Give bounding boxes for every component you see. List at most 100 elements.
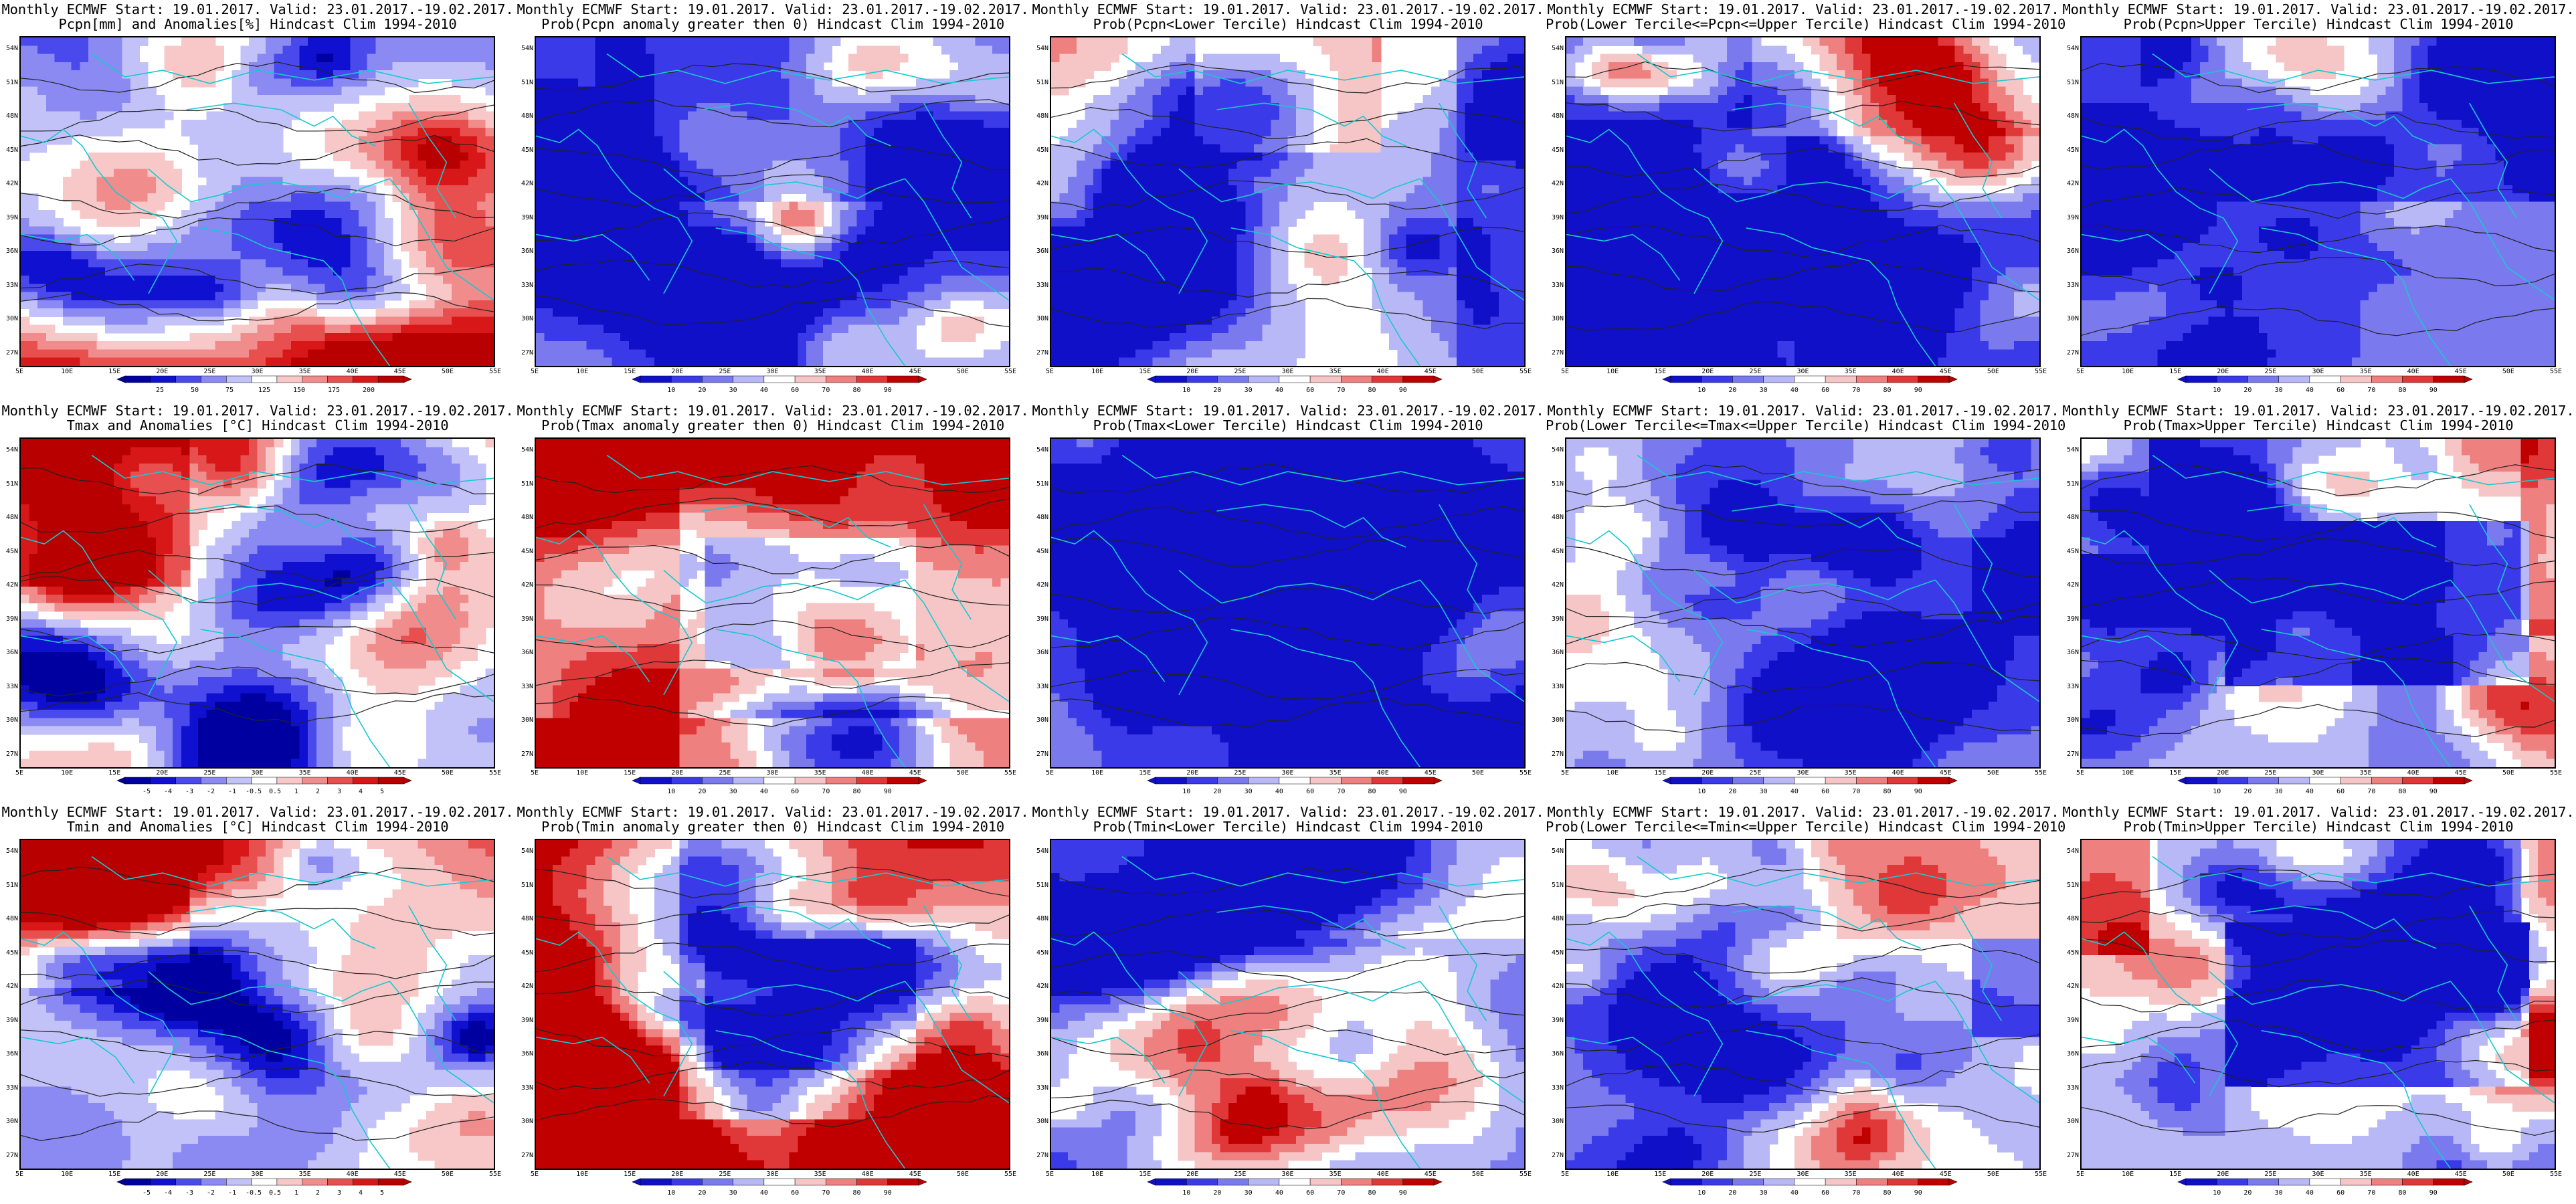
lon-tick-label: 50E bbox=[1980, 369, 2007, 375]
lat-tick-label: 36N bbox=[515, 1051, 533, 1058]
map-area bbox=[19, 839, 495, 1170]
coastlines bbox=[2082, 857, 2555, 1169]
lon-tick-label: 55E bbox=[482, 369, 509, 375]
lat-tick-label: 30N bbox=[1030, 316, 1048, 322]
panel-subtitle: Prob(Tmin<Lower Tercile) Hindcast Clim 1… bbox=[1030, 819, 1546, 834]
colorbar-tick-label: 30 bbox=[1245, 1189, 1253, 1197]
colorbar-swatch bbox=[733, 375, 765, 383]
lon-tick-label: 10E bbox=[2114, 369, 2141, 375]
colorbar-tick-label: 20 bbox=[1728, 387, 1736, 394]
field-map bbox=[536, 439, 1009, 767]
coastlines bbox=[2082, 54, 2555, 366]
lat-tick-label: 30N bbox=[0, 1118, 18, 1125]
lat-tick-label: 39N bbox=[1546, 1017, 1564, 1024]
colorbar-swatch bbox=[276, 777, 302, 785]
lat-tick-label: 45N bbox=[0, 146, 18, 154]
colorbar-swatch bbox=[2247, 375, 2279, 383]
lon-tick-label: 10E bbox=[2114, 1171, 2141, 1178]
contour-lines bbox=[1566, 62, 2039, 332]
colorbar-swatch bbox=[353, 1178, 379, 1186]
lon-tick-label: 45E bbox=[1417, 770, 1444, 777]
colorbar-tick-label: 40 bbox=[1275, 788, 1283, 795]
lat-tick-label: 27N bbox=[1030, 350, 1048, 357]
lon-tick-label: 45E bbox=[1932, 770, 1959, 777]
colorbar-swatch bbox=[201, 777, 227, 785]
lon-tick-label: 45E bbox=[1417, 1171, 1444, 1178]
colorbar-swatch bbox=[150, 777, 176, 785]
lon-tick-label: 45E bbox=[1932, 369, 1959, 375]
colorbar-swatch bbox=[702, 777, 733, 785]
lon-tick-label: 30E bbox=[244, 770, 271, 777]
colorbar-tick-label: 5 bbox=[380, 788, 384, 795]
lat-tick-label: 30N bbox=[0, 316, 18, 322]
colorbar-tick-label: 20 bbox=[698, 387, 706, 394]
colorbar-tick-label: 20 bbox=[1213, 788, 1221, 795]
lon-tick-label: 25E bbox=[196, 770, 223, 777]
colorbar-swatch bbox=[377, 1178, 404, 1186]
colorbar: 10 20 30 40 60 70 80 90 bbox=[1662, 1178, 1958, 1197]
map-panel: Monthly ECMWF Start: 19.01.2017. Valid: … bbox=[1030, 803, 1546, 1204]
lon-tick-label: 45E bbox=[2448, 1171, 2474, 1178]
lon-tick-label: 5E bbox=[2067, 369, 2094, 375]
colorbar-swatch bbox=[2402, 1178, 2434, 1186]
coastlines bbox=[21, 456, 494, 767]
lat-tick-label: 54N bbox=[2061, 45, 2079, 52]
map-panel: Monthly ECMWF Start: 19.01.2017. Valid: … bbox=[0, 803, 515, 1204]
lon-tick-label: 20E bbox=[2209, 1171, 2236, 1178]
lon-tick-label: 35E bbox=[807, 369, 834, 375]
map-area bbox=[1050, 839, 1526, 1170]
lat-tick-label: 33N bbox=[1030, 683, 1048, 690]
colorbar-tick-label: 30 bbox=[1245, 788, 1253, 795]
colorbar-swatch bbox=[1186, 777, 1218, 785]
field-map bbox=[1051, 439, 1524, 767]
lat-tick-label: 30N bbox=[2061, 316, 2079, 322]
colorbar-swatch bbox=[124, 375, 151, 383]
lon-tick-label: 45E bbox=[2448, 369, 2474, 375]
colorbar-tick-label: 20 bbox=[1213, 387, 1221, 394]
lon-tick-label: 55E bbox=[997, 1171, 1024, 1178]
lat-tick-label: 51N bbox=[1030, 882, 1048, 889]
lon-tick-label: 50E bbox=[434, 770, 461, 777]
lon-tick-label: 15E bbox=[101, 1171, 128, 1178]
lat-tick-label: 45N bbox=[1546, 949, 1564, 957]
colorbar-tick-label: 4 bbox=[359, 788, 363, 795]
colorbar-tick-label: 40 bbox=[2306, 387, 2314, 394]
lat-tick-label: 30N bbox=[515, 316, 533, 322]
lon-tick-label: 55E bbox=[2027, 369, 2054, 375]
lon-tick-label: 40E bbox=[1885, 1171, 1912, 1178]
lat-tick-label: 36N bbox=[2061, 248, 2079, 255]
contour-lines bbox=[536, 64, 1009, 326]
lon-tick-label: 50E bbox=[1980, 1171, 2007, 1178]
panel-title: Monthly ECMWF Start: 19.01.2017. Valid: … bbox=[515, 2, 1030, 17]
colorbar-swatch bbox=[276, 1178, 302, 1186]
lat-tick-label: 27N bbox=[0, 1152, 18, 1159]
lon-tick-label: 40E bbox=[2400, 1171, 2427, 1178]
lon-tick-label: 15E bbox=[616, 770, 643, 777]
lat-tick-label: 54N bbox=[1546, 447, 1564, 454]
lon-tick-label: 55E bbox=[2027, 770, 2054, 777]
lat-tick-label: 51N bbox=[515, 79, 533, 86]
colorbar-swatch bbox=[763, 1178, 796, 1186]
colorbar-tick-label: 60 bbox=[1306, 788, 1314, 795]
colorbar-tick-label: 80 bbox=[1368, 387, 1376, 394]
lat-tick-label: 54N bbox=[1030, 848, 1048, 855]
lat-tick-label: 45N bbox=[2061, 949, 2079, 957]
panel-subtitle: Prob(Lower Tercile<=Pcpn<=Upper Tercile)… bbox=[1546, 17, 2065, 31]
lon-tick-label: 35E bbox=[292, 770, 318, 777]
colorbar-tick-label: 125 bbox=[258, 387, 270, 394]
lon-tick-label: 5E bbox=[6, 1171, 33, 1178]
colorbar-swatch bbox=[2185, 1178, 2217, 1186]
colorbar-tick-label: 10 bbox=[667, 788, 675, 795]
colorbar-tick-label: 25 bbox=[156, 387, 164, 394]
colorbar: 10 20 30 40 60 70 80 90 bbox=[1662, 375, 1958, 395]
colorbar-swatch bbox=[1701, 375, 1733, 383]
colorbar-tick-label: 70 bbox=[1337, 1189, 1345, 1197]
coastlines bbox=[1051, 54, 1524, 366]
lat-tick-label: 36N bbox=[0, 248, 18, 255]
colorbar-swatch bbox=[175, 777, 201, 785]
lat-tick-label: 54N bbox=[0, 848, 18, 855]
lat-tick-label: 48N bbox=[515, 916, 533, 922]
lon-tick-label: 10E bbox=[1084, 369, 1111, 375]
lon-tick-label: 50E bbox=[2495, 770, 2522, 777]
lon-tick-label: 55E bbox=[482, 770, 509, 777]
